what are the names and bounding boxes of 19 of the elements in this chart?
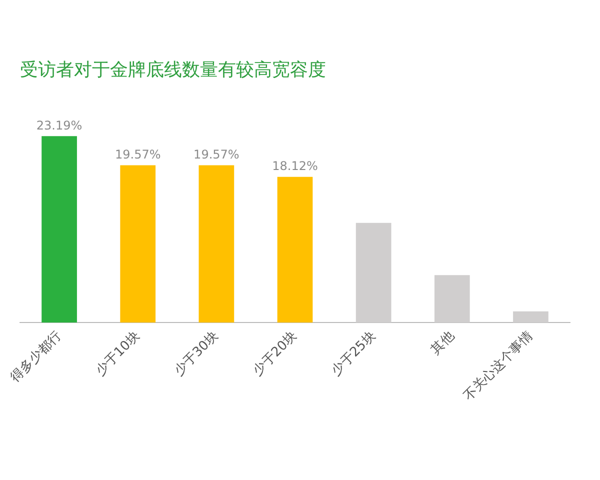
- x-tick-label: 其他: [428, 328, 458, 358]
- chart-title: 受访者对于金牌底线数量有较高宽容度: [20, 59, 326, 80]
- data-label: 19.57%: [194, 147, 240, 162]
- data-label: 23.19%: [36, 118, 82, 132]
- x-tick-label: 少于20块: [250, 328, 300, 379]
- x-tick-label: 少于25块: [328, 328, 379, 379]
- x-tick-label: 少于10块: [93, 328, 144, 379]
- x-tick-label: 不关心这个事情: [460, 328, 536, 404]
- bar: [277, 176, 313, 323]
- x-tick-label: 得多少都行: [8, 328, 64, 386]
- bar: [120, 165, 156, 323]
- data-label: 18.12%: [272, 159, 318, 174]
- bar: [42, 136, 77, 323]
- x-tick-label: 少于30块: [172, 328, 222, 379]
- bar: [434, 275, 470, 323]
- bar: [198, 165, 234, 323]
- data-label: 19.57%: [114, 147, 161, 162]
- bar: [513, 311, 548, 323]
- bar: [356, 222, 392, 323]
